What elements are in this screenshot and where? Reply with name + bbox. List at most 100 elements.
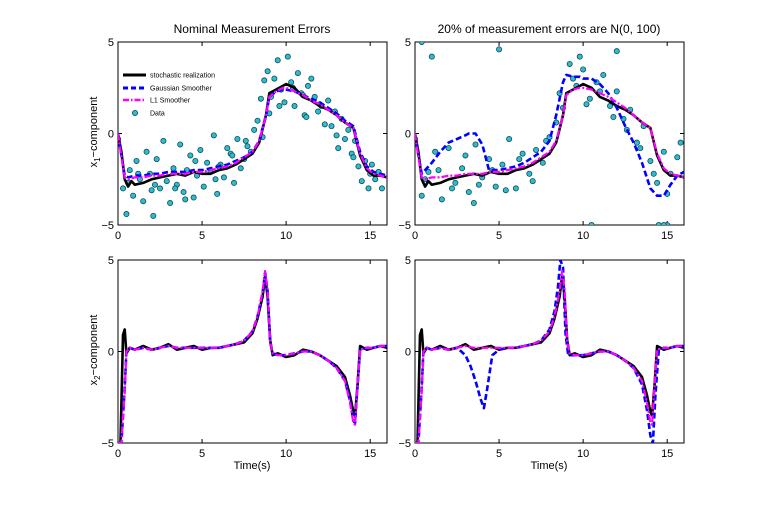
data-point [613, 88, 620, 95]
data-point [526, 170, 533, 177]
data-point [200, 183, 207, 190]
x-tick-label: 0 [412, 448, 418, 460]
data-point [123, 211, 130, 218]
x-tick-label: 5 [496, 230, 502, 242]
x-tick-label: 10 [577, 448, 589, 460]
data-point [512, 185, 519, 192]
data-point [335, 145, 342, 152]
data-point [328, 123, 335, 130]
plot-content-top-left [118, 53, 387, 219]
series-line-l1 [118, 86, 387, 181]
data-point [242, 137, 249, 144]
data-point [143, 148, 150, 155]
data-point [610, 114, 617, 121]
data-point [462, 152, 469, 159]
data-point [192, 157, 199, 164]
y-tick-label: 5 [405, 37, 411, 49]
x-tick-label: 10 [280, 448, 292, 460]
data-point [133, 157, 140, 164]
data-point [308, 75, 315, 82]
y-tick-label: −5 [101, 220, 114, 232]
data-point [432, 148, 439, 155]
x-tick-label: 5 [199, 448, 205, 460]
data-point [465, 189, 472, 196]
panel-bottom-right: 0 5 10 15−505 Time(s) [398, 255, 685, 472]
y-tick-label: 5 [108, 37, 114, 49]
data-point [333, 132, 340, 139]
x-tick-label: 5 [496, 448, 502, 460]
data-point [257, 95, 264, 102]
plot-content-bottom-right [415, 260, 684, 443]
series-line-gaussian [415, 260, 684, 443]
panel-bottom-right-plot: 0 5 10 15−505 [398, 255, 685, 460]
data-point [566, 60, 573, 67]
data-point [654, 179, 661, 186]
panel-bottom-right-xlabel: Time(s) [531, 460, 568, 472]
data-point [130, 192, 137, 199]
series-line-gaussian [415, 73, 684, 197]
data-point [187, 152, 194, 159]
data-point [470, 200, 477, 207]
data-point [271, 75, 278, 82]
data-point [499, 161, 506, 168]
data-point [539, 159, 546, 166]
data-point [231, 179, 238, 186]
data-point [294, 70, 301, 77]
data-point [472, 141, 479, 148]
data-point [160, 137, 167, 144]
data-point [677, 139, 684, 146]
data-point [588, 222, 595, 225]
data-point [264, 68, 271, 75]
data-point [251, 126, 258, 133]
data-point [529, 178, 536, 185]
panel-top-left-title: Nominal Measurement Errors [174, 22, 331, 36]
data-point [151, 181, 158, 188]
panel-top-left-ylabel: x1−component [88, 97, 102, 168]
x-tick-label: 0 [115, 448, 121, 460]
data-point [177, 141, 184, 148]
y-tick-label: 5 [108, 255, 114, 267]
data-point [633, 139, 640, 146]
series-line-l1 [415, 86, 684, 181]
data-point [291, 103, 298, 110]
axes-box-bottom-right [414, 259, 685, 444]
panel-top-right-title: 20% of measurement errors are N(0, 100) [438, 22, 661, 36]
panel-top-right-plot: 0 5 10 15−505 [398, 37, 685, 242]
data-point [212, 176, 219, 183]
data-point [492, 183, 499, 190]
data-point [276, 103, 283, 110]
data-point [448, 185, 455, 192]
data-point [425, 168, 432, 175]
data-point [153, 156, 160, 163]
data-point [647, 157, 654, 164]
y-tick-label: 5 [405, 255, 411, 267]
data-point [220, 174, 227, 181]
y-tick-label: −5 [398, 438, 411, 450]
data-point [418, 42, 425, 45]
legend-label-realization: stochastic realization [150, 73, 215, 80]
data-point [140, 198, 147, 205]
series-line-l1 [415, 269, 684, 443]
data-point [345, 126, 352, 133]
data-point [172, 185, 179, 192]
panel-top-left-plot: 0 5 10 15−505 [101, 37, 388, 242]
x-tick-label: 15 [364, 448, 376, 460]
data-point [157, 185, 164, 192]
x-tick-label: 0 [115, 230, 121, 242]
data-point [418, 192, 425, 199]
data-point [438, 196, 445, 203]
series-line-realization [118, 82, 387, 188]
data-point [613, 48, 620, 55]
data-point [506, 135, 513, 142]
data-point [304, 82, 311, 89]
data-point [496, 46, 503, 53]
data-point [237, 165, 244, 172]
data-point [445, 145, 452, 152]
data-point [163, 178, 170, 185]
data-point [204, 159, 211, 166]
axes-box-top-right [414, 41, 685, 226]
data-point [170, 165, 177, 172]
legend-entry-l1: L1 Smoother [123, 98, 191, 105]
data-point [428, 53, 435, 60]
